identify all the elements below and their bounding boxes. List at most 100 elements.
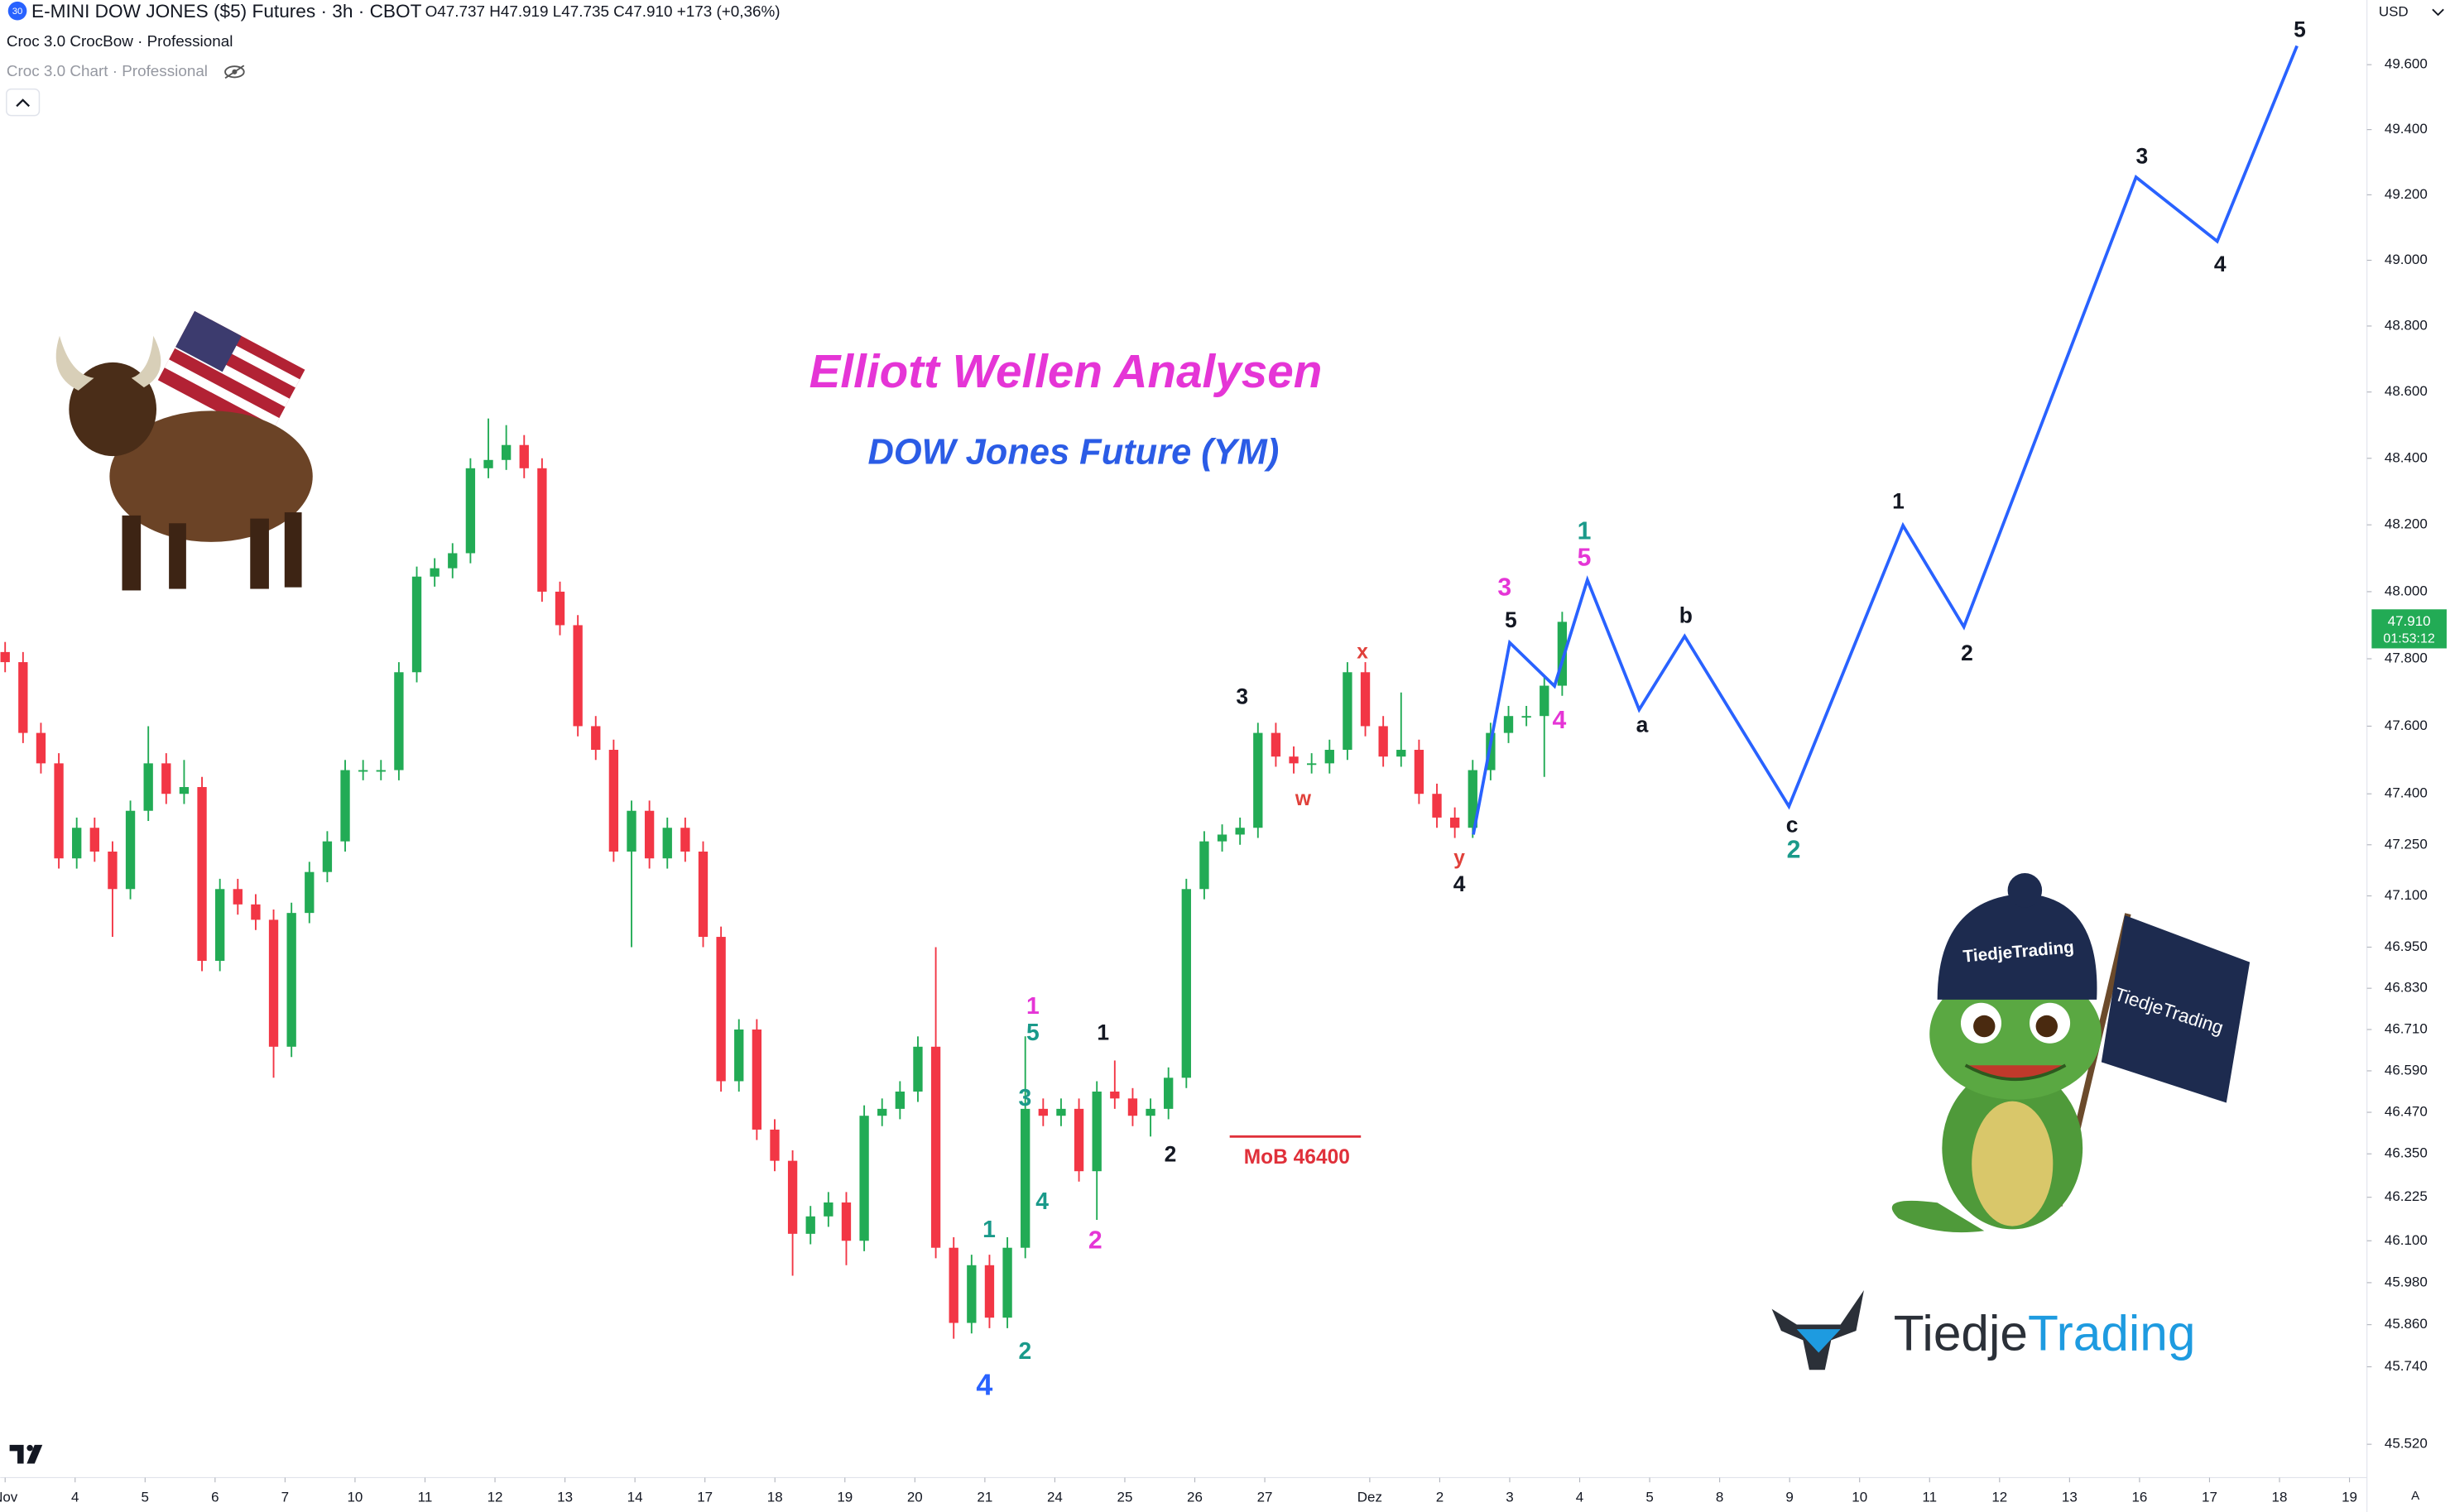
candle-body <box>483 459 493 468</box>
x-tick-label: 5 <box>1645 1489 1653 1505</box>
candle-body <box>877 1108 887 1116</box>
x-tick-label: Nov <box>0 1489 18 1505</box>
wave-label: 4 <box>976 1368 992 1401</box>
visibility-icon[interactable] <box>224 65 245 79</box>
candle-body <box>18 662 28 733</box>
currency-label: USD <box>2379 4 2409 20</box>
beanie <box>1937 893 2097 1000</box>
candle-body <box>1146 1108 1155 1116</box>
candle-body <box>555 591 565 626</box>
chart-title: Elliott Wellen Analysen <box>809 345 1323 397</box>
y-tick-label: 46.830 <box>2385 980 2428 996</box>
wave-label: 2 <box>1019 1337 1032 1364</box>
y-tick-label: 49.400 <box>2385 121 2428 137</box>
candle-body <box>967 1265 977 1323</box>
candle-body <box>89 828 99 852</box>
y-tick-label: 46.710 <box>2385 1020 2428 1036</box>
x-tick-label: 21 <box>977 1489 992 1505</box>
candle-body <box>895 1091 906 1109</box>
wave-label: 5 <box>2294 17 2306 42</box>
candle-body <box>1540 685 1549 717</box>
y-tick-label: 47.400 <box>2385 785 2428 801</box>
wave-label: 2 <box>1088 1226 1102 1254</box>
y-tick-label: 45.740 <box>2385 1358 2428 1374</box>
x-tick-label: 13 <box>2062 1489 2078 1505</box>
wave-label: w <box>1295 788 1312 810</box>
candle-body <box>1092 1091 1102 1172</box>
candle-body <box>1235 828 1245 835</box>
candle-body <box>716 937 726 1082</box>
candle-body <box>1503 716 1514 733</box>
button-frame <box>6 88 41 117</box>
x-tick-label: 14 <box>627 1489 643 1505</box>
wave-label: 4 <box>1553 707 1567 734</box>
candle-body <box>1199 841 1209 890</box>
wave-label: 1 <box>1578 518 1592 545</box>
wave-label: x <box>1357 641 1368 663</box>
wave-label: 1 <box>1892 489 1905 514</box>
candle-body <box>1557 622 1568 686</box>
wave-label: 3 <box>1497 574 1511 602</box>
candle-body <box>930 1046 941 1248</box>
bull-body <box>109 410 313 542</box>
candle-body <box>161 763 171 794</box>
bull-head <box>69 362 157 457</box>
candle-body <box>1056 1108 1066 1116</box>
candle-body <box>430 568 440 577</box>
projection-path <box>1472 45 2299 835</box>
candle-body <box>358 770 368 772</box>
y-tick-label: 49.600 <box>2385 56 2428 72</box>
croc-pupil <box>2035 1015 2058 1038</box>
candle-body <box>179 787 190 794</box>
y-tick-label: 47.250 <box>2385 836 2428 852</box>
wave-label: 2 <box>1961 641 1973 665</box>
y-tick-label: 48.600 <box>2385 383 2428 399</box>
x-tick-label: 4 <box>1576 1489 1583 1505</box>
bull-leg <box>169 523 186 589</box>
x-tick-label: 8 <box>1716 1489 1723 1505</box>
x-tick-label: 18 <box>2272 1489 2288 1505</box>
currency-dropdown[interactable] <box>2432 8 2444 17</box>
flag-stripe <box>164 359 280 427</box>
x-tick-label: 9 <box>1785 1489 1793 1505</box>
y-tick-label: 45.860 <box>2385 1316 2428 1332</box>
wave-label: y <box>1453 847 1465 870</box>
brand-logo: TiedjeTrading <box>1771 1289 2195 1370</box>
auto-scale-button[interactable]: A <box>2411 1489 2420 1503</box>
wave-label: c <box>1786 812 1799 837</box>
wave-label: 1 <box>1026 992 1040 1019</box>
x-tick-label: Dez <box>1357 1489 1382 1505</box>
mob-label: MoB 46400 <box>1244 1146 1350 1169</box>
croc-pupil <box>1973 1015 1996 1038</box>
candle-body <box>1181 889 1191 1078</box>
candle-body <box>340 770 350 842</box>
x-tick-label: 2 <box>1436 1489 1444 1505</box>
wave-label: 1 <box>1097 1020 1109 1044</box>
candle-body <box>1127 1098 1138 1116</box>
candle-body <box>1343 672 1352 751</box>
x-tick-label: 17 <box>2202 1489 2217 1505</box>
y-tick-label: 45.980 <box>2385 1274 2428 1289</box>
candle-body <box>1378 726 1388 757</box>
x-tick-label: 6 <box>211 1489 219 1505</box>
wave-label: 4 <box>1035 1188 1049 1214</box>
y-tick-label: 46.350 <box>2385 1145 2428 1161</box>
y-tick-label: 49.000 <box>2385 252 2428 267</box>
wave-label: 3 <box>2136 144 2149 169</box>
collapse-button[interactable] <box>6 88 41 117</box>
croc-belly <box>1972 1101 2054 1226</box>
candle-body <box>36 732 46 764</box>
candle-body <box>787 1160 798 1234</box>
candle-body <box>734 1029 744 1082</box>
bull-horn <box>131 335 161 388</box>
y-tick-label: 46.950 <box>2385 938 2428 954</box>
candle-body <box>984 1265 995 1318</box>
brand-name-part: Tiedje <box>1894 1305 2028 1361</box>
candle-body <box>233 889 243 905</box>
y-tick-label: 48.800 <box>2385 317 2428 333</box>
x-tick-label: 7 <box>281 1489 289 1505</box>
candle-body <box>268 919 279 1047</box>
bull-leg <box>250 518 269 589</box>
candle-body <box>1414 750 1424 794</box>
